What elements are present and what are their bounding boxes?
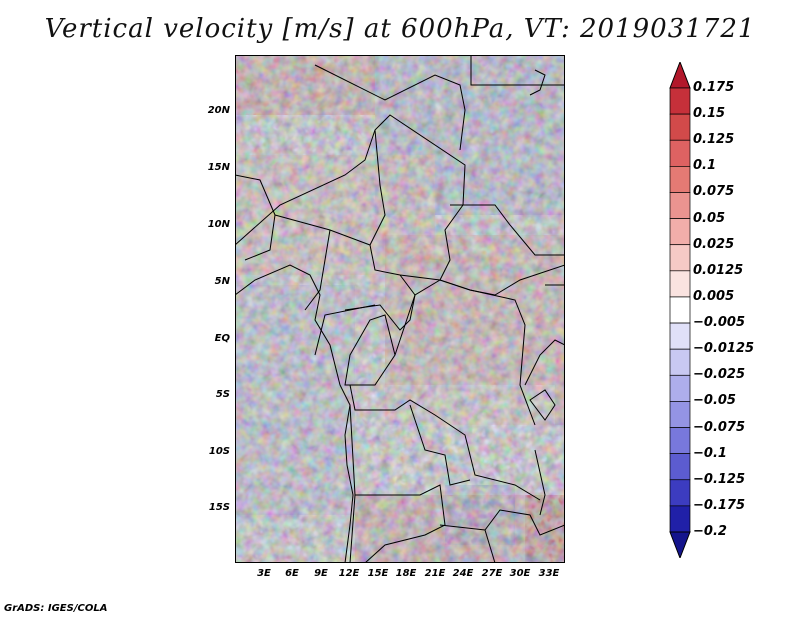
colorbar-label: −0.025 [693,367,746,383]
colorbar-label: 0.075 [693,184,735,200]
colorbar-label: −0.075 [693,419,746,435]
colorbar-label: −0.2 [693,524,727,539]
lon-tick-label: 27E [481,568,503,579]
colorbar-swatch [669,270,691,298]
colorbar-swatch [669,218,691,246]
colorbar-top-triangle [669,62,691,89]
colorbar-label: −0.0125 [693,341,755,357]
colorbar-label: 0.005 [693,288,735,304]
velocity-field [235,55,565,563]
lat-tick-label: 15N [207,162,230,173]
lat-tick-label: 10S [208,446,230,457]
footer-credit: GrADS: IGES/COLA [4,603,108,614]
lon-tick-label: 30E [509,568,531,579]
lon-tick-label: 24E [452,568,474,579]
lon-tick-label: 12E [338,568,360,579]
coastline [235,69,546,563]
colorbar-swatch [669,139,691,167]
colorbar-label: 0.175 [693,80,735,95]
lon-tick-label: 18E [395,568,417,579]
lon-tick-label: 21E [424,568,446,579]
colorbar-swatch [669,401,691,428]
colorbar-swatch [669,296,691,324]
map-frame [235,55,565,563]
colorbar-label: −0.05 [693,393,736,409]
colorbar-swatch [669,505,691,533]
colorbar-label: 0.0125 [693,262,744,278]
colorbar-swatch [669,87,691,115]
colorbar-swatch [669,453,691,481]
colorbar-swatch [669,427,691,454]
colorbar-label: −0.175 [693,497,746,513]
colorbar-swatch [669,348,691,376]
lon-tick-label: 15E [367,568,389,579]
lat-tick-label: 10N [207,219,230,230]
colorbar-swatch [669,322,691,350]
lat-tick-label: 15S [208,502,230,513]
lon-tick-label: 9E [314,568,328,579]
colorbar-label: 0.125 [693,132,735,148]
colorbar-swatch [669,479,691,507]
map-title: Vertical velocity [m/s] at 600hPa, VT: 2… [44,14,756,44]
colorbar-swatch [669,192,691,219]
lon-tick-label: 33E [538,568,560,579]
colorbar [669,62,691,558]
country-borders [235,55,565,563]
colorbar-label: −0.005 [693,315,746,331]
lat-tick-label: 5S [215,389,230,400]
lat-tick-label: EQ [214,333,230,344]
colorbar-swatch [669,244,691,272]
lat-tick-label: 5N [214,276,230,287]
colorbar-bottom-triangle [669,531,691,558]
colorbar-label: 0.15 [693,106,726,122]
colorbar-label: −0.125 [693,471,746,487]
lon-tick-label: 3E [257,568,271,579]
colorbar-label: 0.1 [693,158,717,174]
colorbar-swatch [669,166,691,193]
colorbar-label: 0.025 [693,236,735,252]
vertical-velocity-map [235,55,565,563]
colorbar-swatch [669,374,691,402]
colorbar-label: −0.1 [693,445,727,461]
colorbar-label: 0.05 [693,210,726,226]
lat-tick-label: 20N [207,105,230,116]
colorbar-swatch [669,113,691,141]
lon-tick-label: 6E [285,568,299,579]
